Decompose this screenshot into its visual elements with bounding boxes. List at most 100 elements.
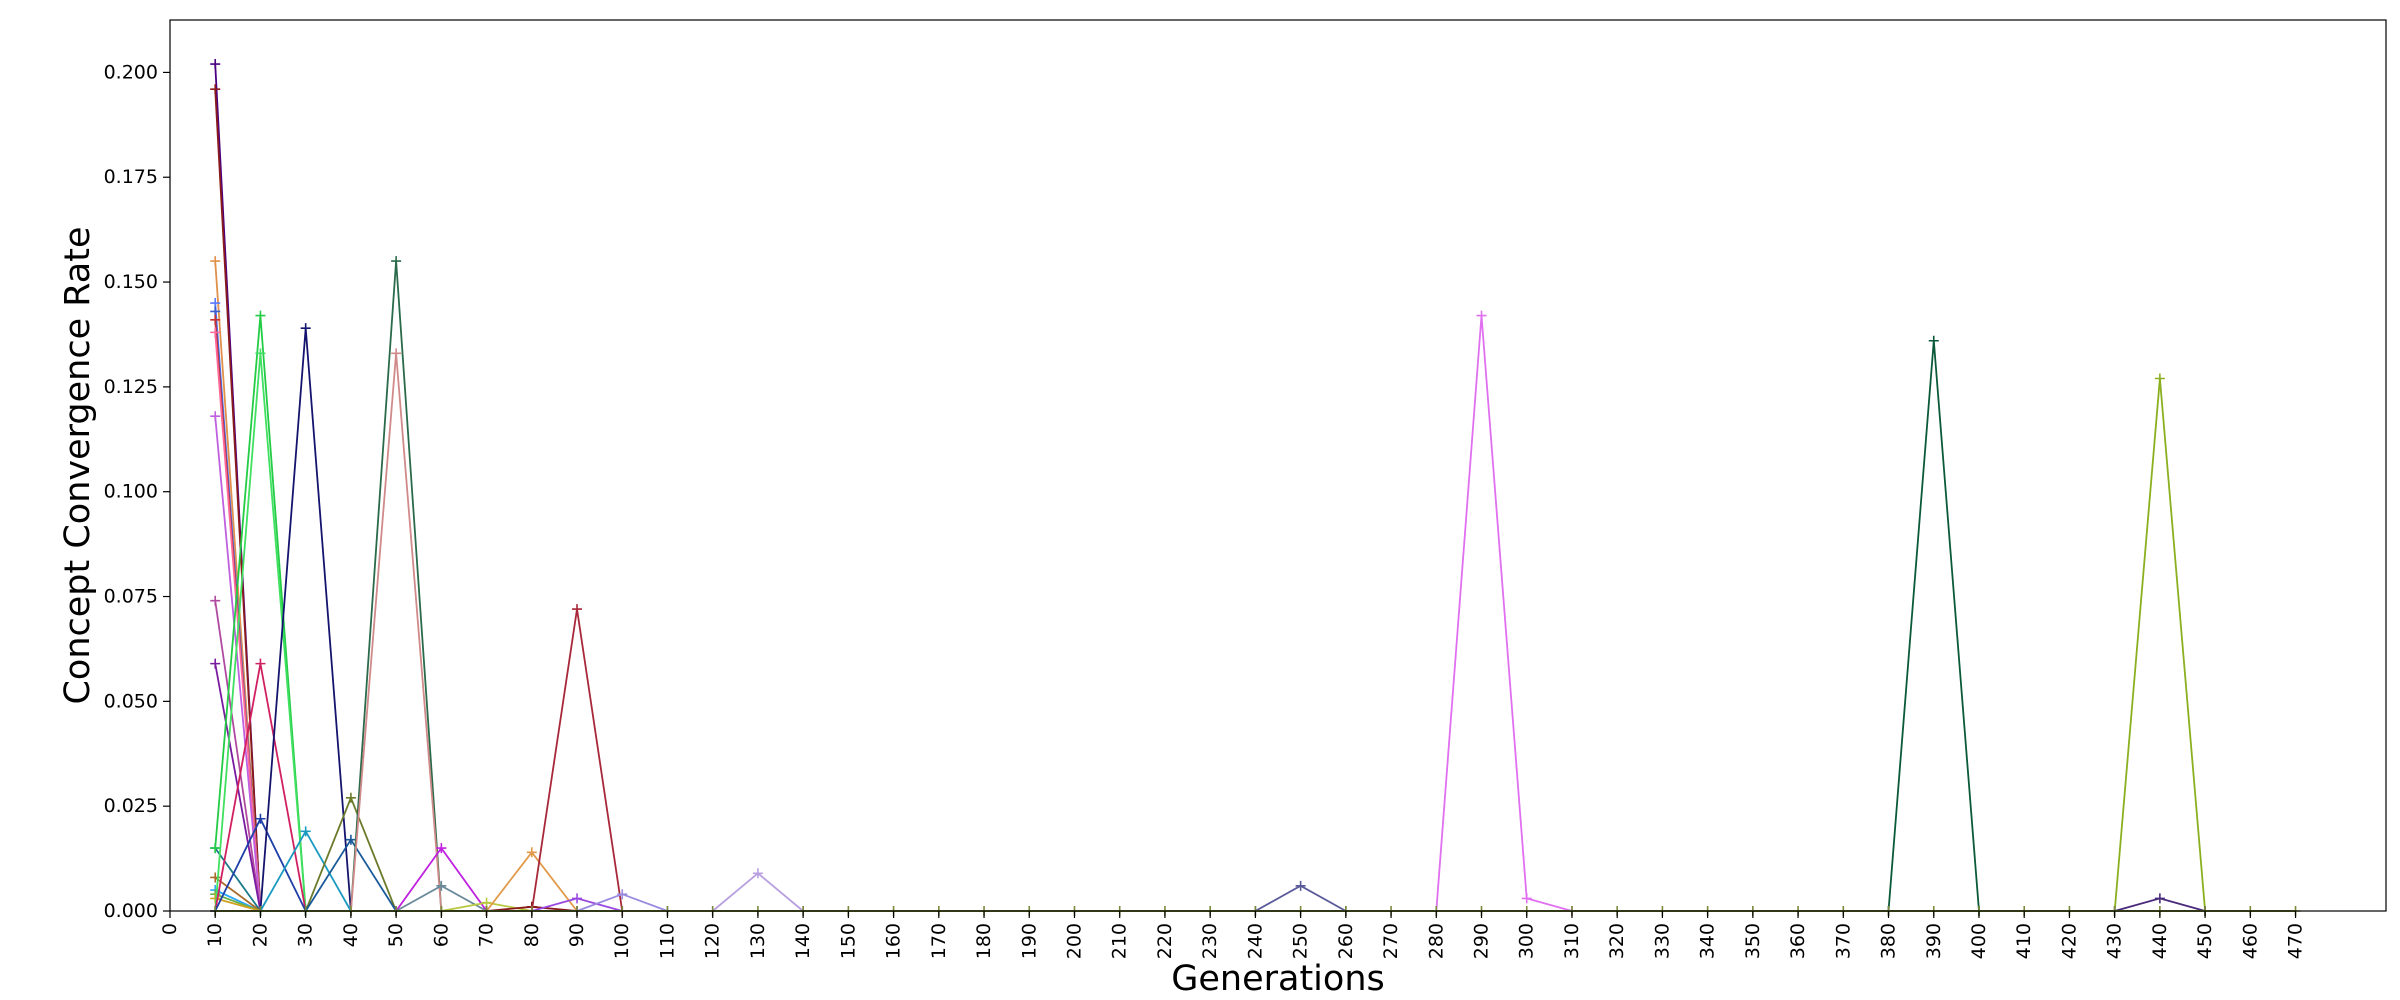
x-tick-label: 340 — [1697, 923, 1719, 959]
x-tick-label: 10 — [204, 923, 226, 947]
x-tick-label: 40 — [340, 923, 362, 947]
x-tick-label: 130 — [747, 923, 769, 959]
x-tick-label: 170 — [928, 923, 950, 959]
series-path — [214, 847, 262, 912]
data-point — [436, 880, 447, 891]
x-tick-label: 400 — [1968, 923, 1990, 959]
x-tick-label: 180 — [973, 923, 995, 959]
y-tick-label: 0.200 — [104, 61, 158, 83]
data-point — [210, 327, 221, 338]
data-point — [210, 658, 221, 669]
y-tick-label: 0.100 — [104, 481, 158, 503]
y-tick-label: 0.075 — [104, 586, 158, 608]
data-point — [572, 604, 583, 615]
x-tick-label: 140 — [792, 923, 814, 959]
x-tick-label: 470 — [2285, 923, 2307, 959]
x-tick-label: 70 — [476, 923, 498, 947]
y-axis-ticks: 0.000 0.025 0.050 0.075 0.100 0.125 0.150 0.175… — [104, 61, 170, 922]
x-tick-label: 330 — [1651, 923, 1673, 959]
x-tick-label: 30 — [295, 923, 317, 947]
data-point — [210, 843, 221, 854]
data-point — [210, 84, 221, 95]
series-path — [214, 416, 262, 912]
x-tick-label: 320 — [1606, 923, 1628, 959]
data-point — [210, 314, 221, 325]
x-tick-label: 220 — [1154, 923, 1176, 959]
x-tick-label: 360 — [1787, 923, 1809, 959]
x-axis-label: Generations — [1171, 959, 1385, 999]
x-tick-label: 380 — [1878, 923, 1900, 959]
data-point — [752, 868, 763, 879]
x-tick-label: 200 — [1063, 923, 1085, 959]
x-tick-label: 50 — [385, 923, 407, 947]
x-tick-label: 250 — [1290, 923, 1312, 959]
y-tick-label: 0.050 — [104, 690, 158, 712]
x-tick-label: 120 — [702, 923, 724, 959]
x-tick-label: 100 — [611, 923, 633, 959]
data-point — [481, 897, 492, 908]
x-axis-ticks: 0 10 20 30 40 50 60 70 80 90 100 110 120 130 140 150 160… — [159, 911, 2307, 959]
data-point — [617, 889, 628, 900]
y-tick-label: 0.125 — [104, 376, 158, 398]
x-tick-label: 260 — [1335, 923, 1357, 959]
x-tick-label: 90 — [566, 923, 588, 947]
data-point — [255, 658, 266, 669]
series-path — [214, 897, 261, 912]
x-tick-label: 20 — [249, 923, 271, 947]
x-tick-label: 160 — [883, 923, 905, 959]
data-point — [572, 893, 583, 904]
data-point — [1476, 310, 1487, 321]
x-tick-label: 0 — [159, 923, 181, 935]
y-tick-label: 0.150 — [104, 271, 158, 293]
x-tick-label: 230 — [1199, 923, 1221, 959]
data-point — [345, 792, 356, 803]
x-tick-label: 420 — [2058, 923, 2080, 959]
plot-area-frame — [169, 19, 2387, 912]
y-tick-label: 0.175 — [104, 166, 158, 188]
x-tick-label: 150 — [837, 923, 859, 959]
x-tick-label: 460 — [2239, 923, 2261, 959]
y-tick-label: 0.025 — [104, 795, 158, 817]
x-tick-label: 210 — [1109, 923, 1131, 959]
series-path — [214, 89, 262, 912]
x-tick-label: 110 — [656, 923, 678, 959]
data-point — [345, 834, 356, 845]
data-point — [1295, 880, 1306, 891]
data-point — [210, 59, 221, 70]
data-point — [255, 310, 266, 321]
data-point — [2154, 373, 2165, 384]
x-tick-label: 430 — [2104, 923, 2126, 959]
x-tick-label: 440 — [2149, 923, 2171, 959]
x-tick-label: 80 — [521, 923, 543, 947]
x-tick-label: 300 — [1516, 923, 1538, 959]
data-point — [436, 843, 447, 854]
data-point — [210, 411, 221, 422]
x-tick-label: 60 — [430, 923, 452, 947]
data-point — [1521, 893, 1532, 904]
data-point — [210, 256, 221, 267]
data-point — [210, 306, 221, 317]
y-axis-label: Concept Convergence Rate — [58, 226, 98, 704]
data-point — [300, 323, 311, 334]
data-point — [526, 847, 537, 858]
data-point — [2154, 893, 2165, 904]
x-tick-label: 450 — [2194, 923, 2216, 959]
x-tick-label: 370 — [1832, 923, 1854, 959]
x-tick-label: 390 — [1923, 923, 1945, 959]
data-point — [300, 826, 311, 837]
x-tick-label: 290 — [1471, 923, 1493, 959]
x-tick-label: 350 — [1742, 923, 1764, 959]
data-point — [391, 256, 402, 267]
data-point — [210, 298, 221, 309]
series-path — [214, 876, 261, 912]
data-point — [391, 348, 402, 359]
series-path — [214, 600, 262, 912]
series-path — [1435, 314, 1573, 912]
x-tick-label: 280 — [1425, 923, 1447, 959]
y-tick-label: 0.000 — [104, 900, 158, 922]
x-tick-label: 240 — [1244, 923, 1266, 959]
x-tick-label: 310 — [1561, 923, 1583, 959]
data-point — [255, 813, 266, 824]
